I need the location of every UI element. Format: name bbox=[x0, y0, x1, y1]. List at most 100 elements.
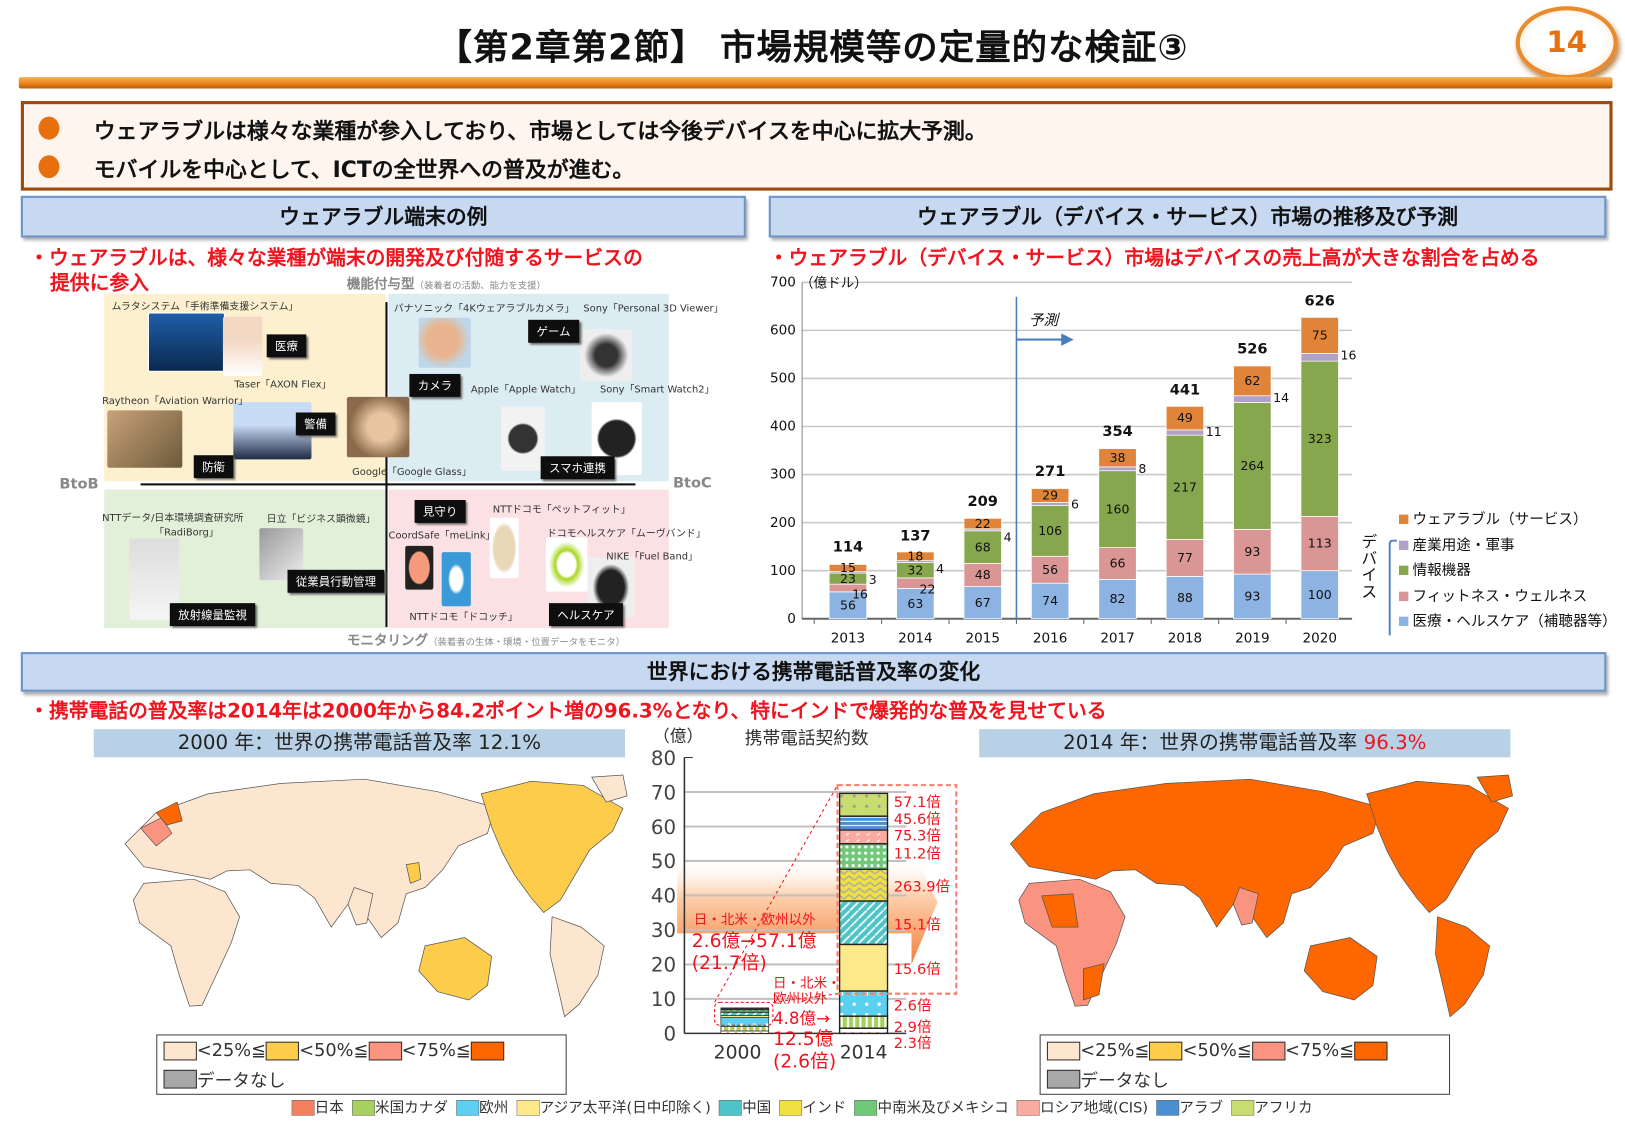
y-tick-label: 0 bbox=[787, 611, 796, 627]
legend-item: 日本 bbox=[291, 1097, 344, 1117]
bar-segment bbox=[1300, 360, 1339, 517]
surgeon-photo bbox=[222, 316, 263, 377]
total-label: 626 bbox=[1305, 292, 1335, 309]
legend-label: アジア太平洋(日中印除く) bbox=[539, 1100, 711, 1117]
product-caption: Google「Google Glass」 bbox=[352, 466, 472, 479]
legend-label: 米国カナダ bbox=[375, 1100, 448, 1117]
legend-swatch bbox=[1354, 1041, 1388, 1060]
legend-swatch bbox=[1399, 591, 1409, 601]
surgery-system-photo bbox=[147, 312, 226, 372]
total-label: 114 bbox=[833, 538, 863, 555]
multiplier-label: 45.6倍 bbox=[894, 811, 941, 828]
legend-item: 米国カナダ bbox=[351, 1097, 448, 1117]
multiplier-label: 2.3倍 bbox=[894, 1035, 932, 1052]
bar-segment bbox=[828, 591, 868, 620]
region-africa bbox=[132, 878, 240, 1007]
sony-viewer-photo bbox=[580, 329, 633, 382]
legend-swatch bbox=[1399, 514, 1409, 524]
data-label: 75 bbox=[1312, 328, 1328, 343]
legend-swatch bbox=[1251, 1041, 1286, 1060]
annotation-other-ratio: (21.7倍) bbox=[691, 952, 767, 974]
bar-segment bbox=[838, 843, 889, 870]
legend-item: アラブ bbox=[1155, 1097, 1223, 1117]
multiplier-label: 2.9倍 bbox=[894, 1019, 932, 1036]
legend-swatch bbox=[1399, 565, 1409, 576]
data-label: 62 bbox=[1244, 373, 1260, 388]
data-label: 32 bbox=[907, 562, 923, 577]
bar-segment bbox=[838, 815, 889, 831]
data-label: 113 bbox=[1308, 536, 1332, 551]
apple-watch-photo bbox=[501, 406, 545, 471]
data-label: 48 bbox=[975, 567, 991, 582]
bar-segment bbox=[1098, 448, 1137, 468]
bar-segment bbox=[720, 1030, 770, 1034]
legend-swatch bbox=[1399, 616, 1409, 627]
annotation-core-ratio: (2.6倍) bbox=[772, 1051, 837, 1073]
annotation-core-regions: 日・北米・ bbox=[772, 976, 841, 992]
legend-label: データなし bbox=[196, 1070, 286, 1092]
y-tick-label: 60 bbox=[651, 816, 676, 839]
map-2014-label: 2014 年：世界の携帯電話普及率 96.3% bbox=[979, 729, 1511, 758]
data-label: 4 bbox=[1004, 529, 1012, 544]
y-tick-label: 40 bbox=[651, 885, 676, 908]
product-caption: NIKE「Fuel Band」 bbox=[606, 551, 698, 563]
vertical-axis-line bbox=[385, 302, 388, 628]
product-caption: NTTドコモ「ペットフィット」 bbox=[492, 504, 631, 516]
product-caption: Sony「Personal 3D Viewer」 bbox=[583, 303, 724, 315]
total-label: 271 bbox=[1035, 463, 1065, 480]
wearable-examples-note-2: 提供に参入 bbox=[50, 271, 149, 295]
region-samerica bbox=[549, 916, 605, 1018]
x-tick-label: 2018 bbox=[1168, 631, 1202, 647]
data-label: 66 bbox=[1110, 556, 1126, 571]
bar-segment bbox=[1098, 547, 1137, 580]
highlight-box-2014 bbox=[836, 784, 958, 995]
bar-segment bbox=[963, 530, 1002, 564]
bar-segment bbox=[1165, 539, 1205, 577]
legend-swatch bbox=[1016, 1099, 1041, 1117]
x-tick-label: 2015 bbox=[966, 631, 1000, 647]
summary-box bbox=[20, 101, 1613, 191]
region-samerica bbox=[1435, 916, 1491, 1018]
region-eurasia bbox=[1009, 778, 1381, 939]
legend-swatch bbox=[291, 1099, 316, 1117]
annotation-other-growth: 2.6億→57.1億 bbox=[691, 930, 817, 953]
legend-label: フィットネス・ウェルネス bbox=[1412, 588, 1588, 605]
legend-swatch bbox=[265, 1041, 300, 1060]
legend-item: フィットネス・ウェルネス bbox=[1399, 585, 1587, 606]
product-caption: NTTドコモ「ドコッチ」 bbox=[409, 611, 518, 623]
map-2000-legend: <25%≦ <50%≦ <75%≦ データなし bbox=[156, 1034, 567, 1095]
bar-segment bbox=[1165, 405, 1205, 431]
legend-item: インド bbox=[779, 1097, 847, 1117]
legend-label: 欧州 bbox=[479, 1100, 509, 1117]
wearable-examples-note: ・ウェアラブルは、様々な業種が端末の開発及び付随するサービスの bbox=[29, 246, 643, 270]
x-tick-label: 2014 bbox=[840, 1042, 888, 1063]
device-bracket-label: デバイス bbox=[1361, 532, 1378, 602]
legend-label: インド bbox=[802, 1100, 847, 1117]
bar-segment bbox=[838, 900, 889, 946]
raytheon-soldier-photo bbox=[107, 410, 183, 468]
data-label: 264 bbox=[1240, 458, 1264, 473]
bar-segment bbox=[1031, 555, 1070, 584]
legend-swatch bbox=[854, 1099, 879, 1117]
legend-swatch bbox=[351, 1099, 376, 1117]
region-eurasia bbox=[124, 778, 496, 939]
data-label: 56 bbox=[840, 597, 856, 612]
bar-segment bbox=[1233, 402, 1272, 530]
product-caption: ドコモヘルスケア「ムーヴバンド」 bbox=[546, 528, 706, 540]
bar-segment bbox=[1165, 576, 1205, 620]
legend-item: ロシア地域(CIS) bbox=[1016, 1097, 1148, 1117]
world-map-2000 bbox=[124, 774, 628, 1018]
total-label: 441 bbox=[1170, 381, 1200, 398]
wearable-examples-heading: ウェアラブル端末の例 bbox=[20, 195, 746, 238]
legend-label: 中国 bbox=[742, 1100, 772, 1117]
data-label: 74 bbox=[1042, 593, 1058, 608]
bar-segment bbox=[720, 1026, 770, 1032]
legend-label: <50%≦ bbox=[299, 1040, 369, 1061]
moveband-photo bbox=[545, 537, 588, 592]
legend-swatch bbox=[718, 1099, 743, 1117]
product-caption: 「RadiBorg」 bbox=[154, 527, 219, 539]
legend-label: 日本 bbox=[314, 1100, 344, 1117]
legend-item: アジア太平洋(日中印除く) bbox=[516, 1097, 711, 1117]
total-label: 209 bbox=[968, 493, 998, 510]
region-japan bbox=[405, 862, 422, 884]
